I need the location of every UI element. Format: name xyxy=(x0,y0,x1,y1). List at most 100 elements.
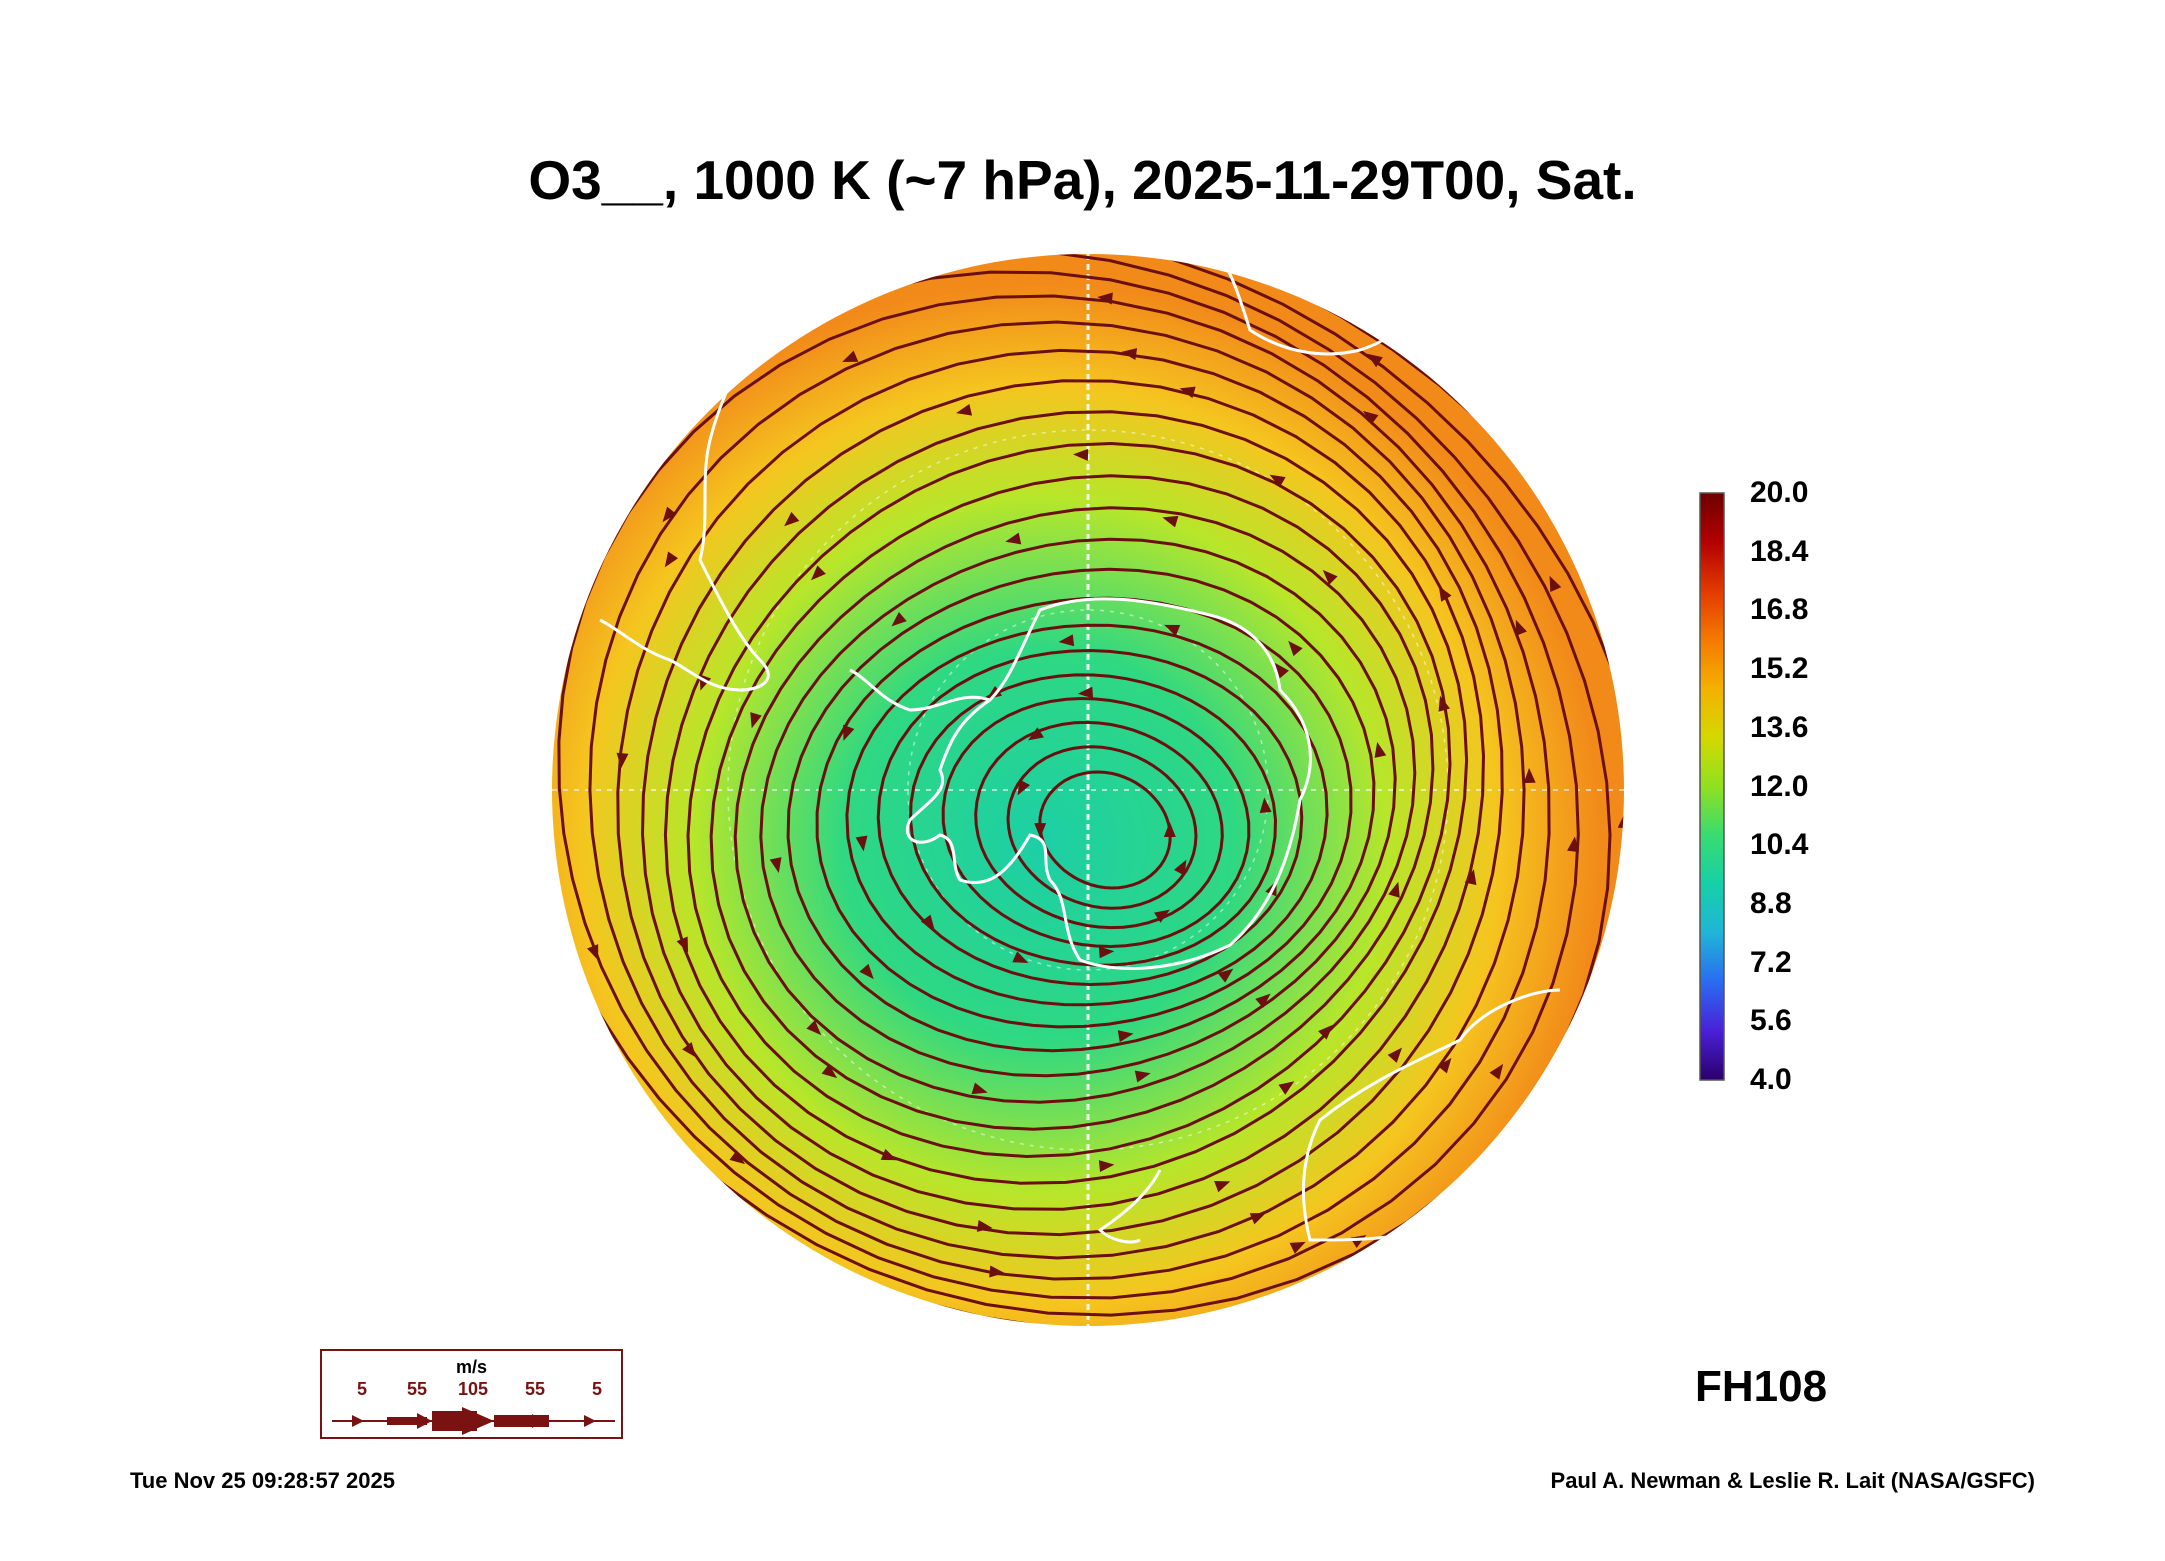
colorbar-tick-label: 16.8 xyxy=(1750,593,1809,627)
colorbar-tick-label: 13.6 xyxy=(1750,710,1809,744)
streamline-arrow xyxy=(891,611,907,627)
page-title: O3__, 1000 K (~7 hPa), 2025-11-29T00, Sa… xyxy=(528,149,1637,211)
streamline-arrow xyxy=(986,685,1003,700)
streamline xyxy=(686,441,1452,1159)
streamline xyxy=(845,623,1329,1007)
streamline-arrow xyxy=(956,403,973,416)
streamline-arrow xyxy=(842,350,859,363)
streamline xyxy=(640,379,1486,1211)
streamline-arrow xyxy=(1034,823,1047,838)
streamline-arrow xyxy=(1017,779,1031,796)
streamline-arrow xyxy=(1058,634,1075,647)
streamline-arrow xyxy=(682,1041,697,1058)
run-timestamp: Tue Nov 25 09:28:57 2025 xyxy=(130,1468,395,1493)
streamline-arrow xyxy=(664,551,679,568)
streamline-arrow xyxy=(1473,399,1488,415)
streamline-arrow xyxy=(1064,1332,1080,1345)
antarctic-peninsula-coast xyxy=(849,668,991,712)
streamline-arrow xyxy=(1387,1047,1403,1063)
streamline-arrow xyxy=(1278,1081,1295,1095)
streamline-arrow xyxy=(1322,569,1338,585)
streamline-arrow xyxy=(1173,859,1187,876)
streamline-arrow xyxy=(527,723,541,739)
colorbar-tick-label: 5.6 xyxy=(1750,1004,1792,1038)
streamline-arrow xyxy=(1012,951,1029,964)
streamline xyxy=(759,537,1397,1078)
streamline-arrow xyxy=(463,942,479,960)
streamline-arrow xyxy=(1073,448,1089,461)
streamline-arrow xyxy=(1097,292,1113,305)
streamline xyxy=(733,506,1417,1104)
wind-tick-label: 55 xyxy=(524,1379,546,1399)
streamline-arrow xyxy=(1154,909,1170,923)
streamline-arrow xyxy=(811,565,826,581)
coastlines xyxy=(599,254,1561,1244)
streamline-arrow xyxy=(1255,993,1271,1009)
streamline-arrow xyxy=(806,1020,822,1036)
streamline-arrow xyxy=(1117,1030,1134,1043)
streamline-arrow xyxy=(1249,1212,1266,1225)
streamline-arrow xyxy=(1214,1181,1231,1193)
streamline-arrow xyxy=(1134,1070,1151,1083)
streamline-arrow xyxy=(729,1150,746,1165)
streamline-arrow xyxy=(1028,727,1044,741)
streamline-arrow xyxy=(977,238,993,251)
streamline-arrow xyxy=(1179,386,1196,399)
colorbar-tick-label: 10.4 xyxy=(1750,828,1809,862)
streamline xyxy=(941,696,1251,949)
wind-tick-label: 105 xyxy=(457,1379,489,1399)
colorbar-tick-label: 4.0 xyxy=(1750,1063,1792,1096)
streamline-arrow xyxy=(1544,1100,1559,1116)
streamline-arrow xyxy=(1489,1063,1504,1080)
colorbar-tick-label: 12.0 xyxy=(1750,769,1809,803)
streamline xyxy=(552,270,1580,1300)
streamline-arrow xyxy=(1289,1241,1306,1254)
streamline xyxy=(616,348,1504,1237)
wind-streamlines xyxy=(413,238,1652,1345)
streamline-arrow xyxy=(1098,1160,1115,1173)
streamline-arrow xyxy=(1274,662,1289,679)
streamline xyxy=(1006,745,1198,910)
forecast-hour: FH108 xyxy=(1695,1362,1828,1411)
streamline-arrow xyxy=(880,1148,897,1161)
streamline-arrow xyxy=(413,670,427,687)
wind-unit-label: m/s xyxy=(455,1357,488,1377)
wind-speed-legend: m/s 5 55 105 55 5 xyxy=(320,1349,623,1439)
streamline xyxy=(876,648,1304,987)
streamline-arrow xyxy=(1362,410,1379,425)
streamline-arrow xyxy=(855,835,868,852)
streamline-arrow xyxy=(750,712,762,729)
streamline-arrow xyxy=(1549,575,1562,593)
streamline-arrow xyxy=(1638,839,1652,855)
streamline xyxy=(663,410,1469,1185)
streamline-arrow xyxy=(713,1197,729,1212)
streamline-arrow xyxy=(1438,585,1452,602)
streamline-arrow xyxy=(989,1265,1005,1278)
wind-tick-label: 5 xyxy=(356,1379,368,1399)
streamline-arrow xyxy=(552,977,553,995)
streamline-arrow xyxy=(1164,624,1181,637)
streamline-arrow xyxy=(1077,686,1094,699)
streamline-arrow xyxy=(1318,1024,1333,1040)
streamline-arrow xyxy=(784,511,800,527)
streamline-arrow xyxy=(790,311,807,324)
streamline-arrow xyxy=(1217,968,1234,983)
colorbar-tick-label: 18.4 xyxy=(1750,534,1809,568)
streamline-arrow xyxy=(1281,257,1298,269)
streamline-arrow xyxy=(1162,515,1179,528)
streamline-arrow xyxy=(859,963,874,980)
streamline-arrow xyxy=(676,936,689,953)
wind-legend-arrows xyxy=(332,1407,615,1435)
credit-line: Paul A. Newman & Leslie R. Lait (NASA/GS… xyxy=(1550,1468,2035,1493)
colorbar-tick-label: 20.0 xyxy=(1750,476,1809,509)
streamline-arrow xyxy=(1098,946,1115,959)
streamline-arrow xyxy=(1388,881,1400,898)
streamline-arrow xyxy=(598,490,613,507)
colorbar-tick-label: 8.8 xyxy=(1750,886,1792,920)
streamline-arrow xyxy=(769,857,782,874)
streamline-arrow xyxy=(1269,474,1286,488)
streamline xyxy=(557,294,1551,1281)
australia-coast xyxy=(1301,988,1561,1242)
streamline-arrow xyxy=(821,1064,838,1079)
